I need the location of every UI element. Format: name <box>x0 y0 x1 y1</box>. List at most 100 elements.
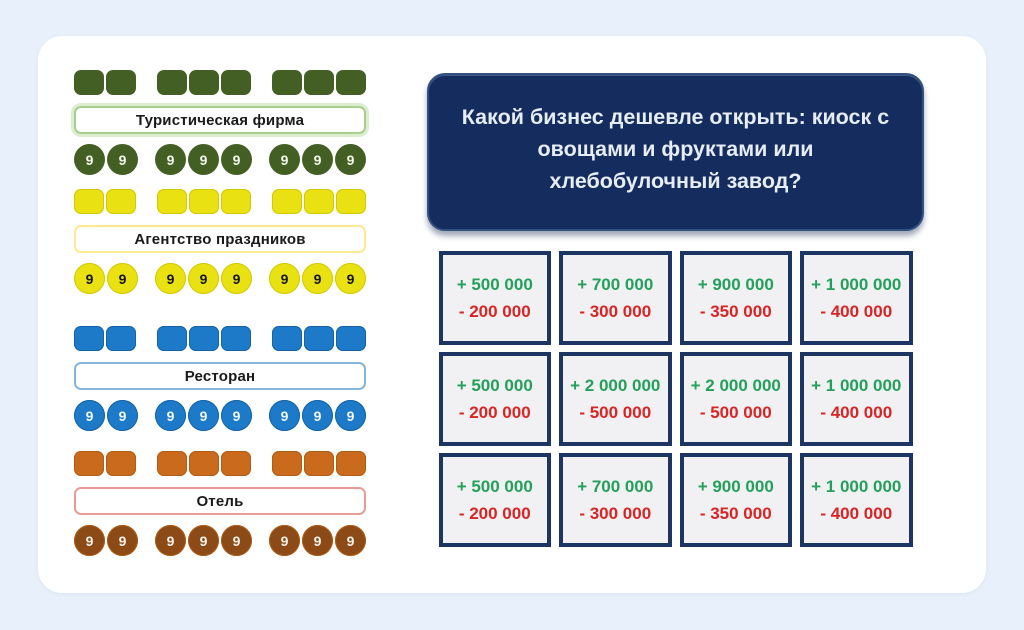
cost-value: - 350 000 <box>699 302 772 321</box>
square-tile <box>106 70 136 95</box>
answer-card-6[interactable]: + 2 000 000 - 500 000 <box>559 352 672 446</box>
coin: 9 <box>221 525 252 556</box>
business-label-text: Туристическая фирма <box>135 111 305 129</box>
question-box: Какой бизнес дешевле открыть: киоск с ов… <box>427 73 924 231</box>
square-tile <box>189 189 219 214</box>
gain-value: + 700 000 <box>577 477 654 496</box>
square-tile-row <box>74 189 366 214</box>
square-group <box>272 451 366 476</box>
answer-card-9[interactable]: + 500 000 - 200 000 <box>438 453 551 547</box>
answer-card-12[interactable]: + 1 000 000 - 400 000 <box>800 453 913 547</box>
cost-value: - 200 000 <box>458 302 531 321</box>
square-group <box>272 326 366 351</box>
square-tile <box>106 326 136 351</box>
business-label: Отель <box>74 487 366 515</box>
business-label: Агентство праздников <box>74 225 366 253</box>
square-tile <box>221 189 251 214</box>
gain-value: + 1 000 000 <box>811 376 902 395</box>
coin: 9 <box>269 263 300 294</box>
square-tile <box>74 451 104 476</box>
coin: 9 <box>221 144 252 175</box>
coin: 9 <box>269 400 300 431</box>
square-tile <box>272 326 302 351</box>
cost-value: - 300 000 <box>579 504 652 523</box>
answer-card-1[interactable]: + 500 000 - 200 000 <box>438 251 551 345</box>
gain-value: + 2 000 000 <box>570 376 661 395</box>
gain-value: + 900 000 <box>697 477 774 496</box>
square-tile <box>157 326 187 351</box>
square-group <box>272 70 366 95</box>
coin: 9 <box>74 144 105 175</box>
coin: 9 <box>269 525 300 556</box>
square-tile <box>157 70 187 95</box>
square-tile <box>272 189 302 214</box>
square-tile <box>189 451 219 476</box>
coin: 9 <box>74 263 105 294</box>
square-group <box>74 451 136 476</box>
coin: 9 <box>302 263 333 294</box>
coin: 9 <box>155 144 186 175</box>
square-group <box>157 189 251 214</box>
square-tile <box>304 326 334 351</box>
square-tile <box>272 70 302 95</box>
quiz-panel: Какой бизнес дешевле открыть: киоск с ов… <box>427 73 924 547</box>
answer-card-10[interactable]: + 700 000 - 300 000 <box>559 453 672 547</box>
coin: 9 <box>74 525 105 556</box>
square-tile-row <box>74 326 366 351</box>
gain-value: + 500 000 <box>456 477 533 496</box>
square-tile <box>157 189 187 214</box>
square-tile <box>336 189 366 214</box>
coin: 9 <box>188 400 219 431</box>
coin: 9 <box>74 400 105 431</box>
answer-card-11[interactable]: + 900 000 - 350 000 <box>679 453 792 547</box>
coin: 9 <box>155 400 186 431</box>
coin: 9 <box>335 144 366 175</box>
coin: 9 <box>107 400 138 431</box>
answer-grid: + 500 000 - 200 000 + 700 000 - 300 000 … <box>438 251 913 547</box>
square-tile-row <box>74 70 366 95</box>
business-label: Туристическая фирма <box>74 106 366 134</box>
cost-value: - 200 000 <box>458 504 531 523</box>
answer-card-4[interactable]: + 1 000 000 - 400 000 <box>800 251 913 345</box>
square-tile-row <box>74 451 366 476</box>
answer-card-8[interactable]: + 1 000 000 - 400 000 <box>800 352 913 446</box>
square-group <box>74 70 136 95</box>
coin: 9 <box>302 144 333 175</box>
square-tile <box>74 326 104 351</box>
coin: 9 <box>155 525 186 556</box>
square-tile <box>221 451 251 476</box>
square-tile <box>304 70 334 95</box>
square-tile <box>336 451 366 476</box>
coin: 9 <box>335 525 366 556</box>
cost-value: - 400 000 <box>820 504 893 523</box>
cost-value: - 400 000 <box>820 403 893 422</box>
square-tile <box>221 326 251 351</box>
coin: 9 <box>221 400 252 431</box>
cost-value: - 200 000 <box>458 403 531 422</box>
square-tile <box>74 189 104 214</box>
business-label-text: Ресторан <box>184 367 256 385</box>
answer-card-2[interactable]: + 700 000 - 300 000 <box>559 251 672 345</box>
answer-card-3[interactable]: + 900 000 - 350 000 <box>679 251 792 345</box>
coin: 9 <box>269 144 300 175</box>
cost-value: - 500 000 <box>579 403 652 422</box>
square-tile <box>157 451 187 476</box>
answer-card-7[interactable]: + 2 000 000 - 500 000 <box>679 352 792 446</box>
square-tile <box>106 451 136 476</box>
answer-card-5[interactable]: + 500 000 - 200 000 <box>438 352 551 446</box>
